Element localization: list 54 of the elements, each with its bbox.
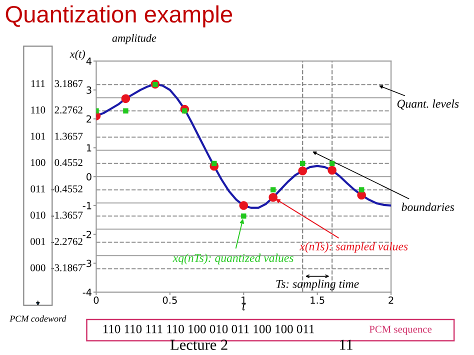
y-tick-label: 3 bbox=[86, 86, 92, 94]
annotation: Ts: sampling time bbox=[276, 280, 359, 290]
text: PCM sequence bbox=[369, 326, 432, 335]
point bbox=[123, 108, 128, 114]
text: 101 bbox=[31, 132, 46, 140]
annotation: boundaries bbox=[402, 202, 454, 212]
x-tick-label: 1 bbox=[242, 296, 246, 304]
x-tick-label: 0 bbox=[94, 296, 99, 304]
text: 010 bbox=[30, 212, 46, 219]
x-tick-label: 1.5 bbox=[310, 296, 324, 304]
text: x(nTs): sampled values bbox=[300, 242, 408, 253]
x-tick-label: 2 bbox=[388, 296, 394, 304]
point bbox=[270, 187, 276, 192]
point bbox=[239, 201, 248, 210]
x-tick-label: 0.5 bbox=[162, 296, 177, 304]
point bbox=[268, 193, 278, 202]
y-tick-label: 0 bbox=[86, 173, 92, 180]
ref-line-label: -1.3657 bbox=[51, 212, 83, 219]
text: 11 bbox=[340, 340, 352, 350]
chart-title: Quantization example bbox=[6, 5, 232, 28]
y-tick-label: 2 bbox=[86, 115, 92, 123]
text: xq(nTs): quantized values bbox=[172, 254, 294, 264]
point bbox=[212, 160, 217, 166]
x-axis-title: t bbox=[242, 303, 246, 310]
ref-line-label: 0.4552 bbox=[54, 159, 82, 166]
text: 100 bbox=[31, 159, 46, 166]
point bbox=[329, 160, 335, 166]
text: 001 bbox=[30, 238, 46, 245]
annotation: Quant. levels bbox=[397, 99, 459, 110]
text: 111 bbox=[31, 80, 45, 88]
ref-line-label: -2.2762 bbox=[51, 238, 82, 246]
y-tick-label: -4 bbox=[82, 288, 92, 296]
text: 011 bbox=[30, 185, 45, 192]
point bbox=[298, 166, 307, 176]
y-tick-label: 1 bbox=[86, 144, 92, 152]
text: 110 bbox=[31, 106, 46, 114]
ref-line-label: -3.1867 bbox=[51, 264, 83, 272]
text: PCM codeword bbox=[10, 315, 66, 322]
point bbox=[328, 166, 336, 175]
ref-line-label: 2.2762 bbox=[54, 106, 82, 114]
ref-line-label: 1.3657 bbox=[55, 132, 83, 140]
point bbox=[300, 160, 306, 166]
text: 000 bbox=[30, 264, 46, 272]
ref-line-label: -0.4552 bbox=[51, 185, 82, 192]
point bbox=[121, 94, 130, 104]
point bbox=[358, 187, 364, 192]
y-tick-label: -3 bbox=[82, 260, 92, 268]
text: 110 110 111 110 100 010 011 100 100 011 bbox=[103, 324, 314, 334]
text: Lecture 2 bbox=[170, 340, 228, 350]
y-tick-label: 4 bbox=[86, 58, 92, 65]
point bbox=[241, 213, 246, 219]
y-tick-label: -1 bbox=[82, 202, 92, 210]
y-tick-label: -2 bbox=[82, 230, 92, 238]
ref-line-label: 3.1867 bbox=[54, 80, 83, 88]
